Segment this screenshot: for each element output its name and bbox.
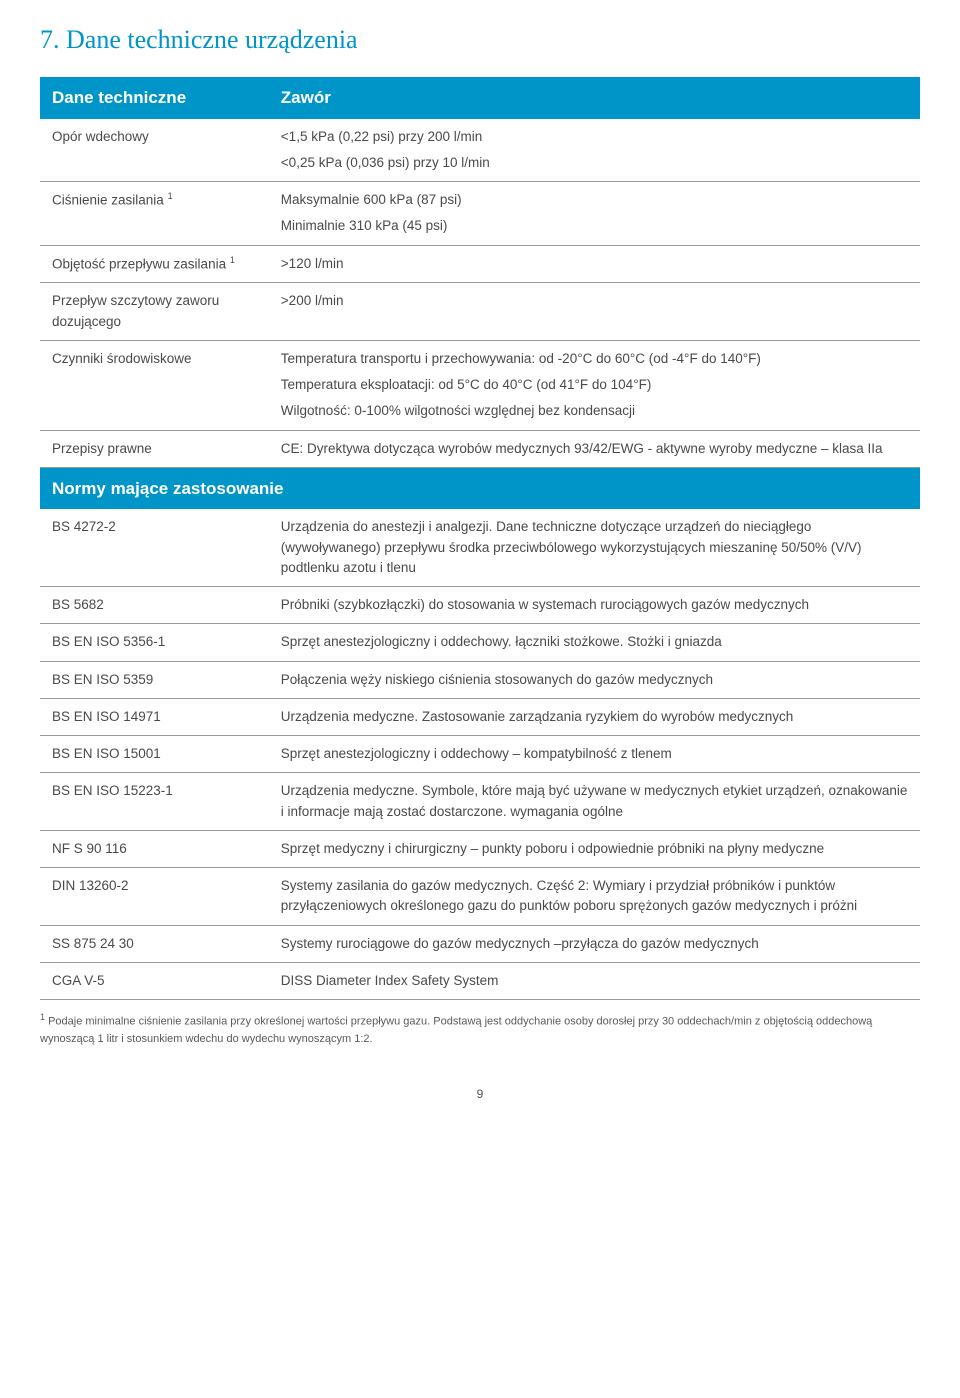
table-row: Przepływ szczytowy zaworu dozującego >200… <box>40 283 920 341</box>
row-label: BS EN ISO 15001 <box>40 736 269 773</box>
section-title-text: Dane techniczne urządzenia <box>66 25 358 54</box>
table-row: Czynniki środowiskowe Temperatura transpo… <box>40 340 920 430</box>
row-value-line: Wilgotność: 0-100% wilgotności względnej… <box>281 401 908 421</box>
row-value: Systemy zasilania do gazów medycznych. C… <box>269 868 920 926</box>
row-value: >120 l/min <box>269 245 920 283</box>
table-row: BS EN ISO 14971Urządzenia medyczne. Zast… <box>40 698 920 735</box>
row-label: BS EN ISO 14971 <box>40 698 269 735</box>
table-row: BS EN ISO 5359Połączenia węży niskiego c… <box>40 661 920 698</box>
table-row: BS EN ISO 15223-1Urządzenia medyczne. Sy… <box>40 773 920 831</box>
row-label: BS EN ISO 15223-1 <box>40 773 269 831</box>
table-row: BS EN ISO 5356-1Sprzęt anestezjologiczny… <box>40 624 920 661</box>
row-value-line: Minimalnie 310 kPa (45 psi) <box>281 216 908 236</box>
row-label: Opór wdechowy <box>40 119 269 182</box>
header-right: Zawór <box>269 77 920 119</box>
row-label: Przepływ szczytowy zaworu dozującego <box>40 283 269 341</box>
row-value: Sprzęt anestezjologiczny i oddechowy. łą… <box>269 624 920 661</box>
table-row: Ciśnienie zasilania 1Maksymalnie 600 kPa… <box>40 182 920 246</box>
table-row: CGA V-5DISS Diameter Index Safety System <box>40 962 920 999</box>
table-row: DIN 13260-2Systemy zasilania do gazów me… <box>40 868 920 926</box>
row-label: Czynniki środowiskowe <box>40 340 269 430</box>
row-label: BS EN ISO 5359 <box>40 661 269 698</box>
table-header-norms: Normy mające zastosowanie <box>40 467 920 509</box>
row-value: Urządzenia medyczne. Symbole, które mają… <box>269 773 920 831</box>
row-value-line: Temperatura transportu i przechowywania:… <box>281 349 908 369</box>
row-value: Urządzenia medyczne. Zastosowanie zarząd… <box>269 698 920 735</box>
row-label: DIN 13260-2 <box>40 868 269 926</box>
row-label: Objętość przepływu zasilania 1 <box>40 245 269 283</box>
section-number: 7. <box>40 25 60 54</box>
row-label: BS EN ISO 5356-1 <box>40 624 269 661</box>
row-value: Systemy rurociągowe do gazów medycznych … <box>269 925 920 962</box>
spec-table: Dane techniczneZawórOpór wdechowy<1,5 kP… <box>40 77 920 1000</box>
row-value: Maksymalnie 600 kPa (87 psi) Minimalnie 3… <box>269 182 920 246</box>
row-label: BS 5682 <box>40 587 269 624</box>
table-row: BS 4272-2Urządzenia do anestezji i analg… <box>40 509 920 586</box>
row-value-line: >120 l/min <box>281 254 908 274</box>
row-label: CGA V-5 <box>40 962 269 999</box>
row-value-line: >200 l/min <box>281 291 908 311</box>
row-value-line: CE: Dyrektywa dotycząca wyrobów medyczny… <box>281 439 908 459</box>
row-value: Temperatura transportu i przechowywania:… <box>269 340 920 430</box>
row-value: Połączenia węży niskiego ciśnienia stoso… <box>269 661 920 698</box>
footnote: 1 Podaje minimalne ciśnienie zasilania p… <box>40 1010 920 1049</box>
row-value: DISS Diameter Index Safety System <box>269 962 920 999</box>
row-value-line: <0,25 kPa (0,036 psi) przy 10 l/min <box>281 153 908 173</box>
page-number: 9 <box>40 1085 920 1103</box>
row-label: SS 875 24 30 <box>40 925 269 962</box>
row-value-line: <1,5 kPa (0,22 psi) przy 200 l/min <box>281 127 908 147</box>
row-label: BS 4272-2 <box>40 509 269 586</box>
table-row: Opór wdechowy<1,5 kPa (0,22 psi) przy 20… <box>40 119 920 182</box>
row-value: Próbniki (szybkozłączki) do stosowania w… <box>269 587 920 624</box>
table-row: NF S 90 116Sprzęt medyczny i chirurgiczn… <box>40 830 920 867</box>
table-row: Przepisy prawne CE: Dyrektywa dotycząca w… <box>40 430 920 467</box>
row-value: CE: Dyrektywa dotycząca wyrobów medyczny… <box>269 430 920 467</box>
header-norms-text: Normy mające zastosowanie <box>40 467 920 509</box>
row-value-line: Maksymalnie 600 kPa (87 psi) <box>281 190 908 210</box>
row-value: Sprzęt medyczny i chirurgiczny – punkty … <box>269 830 920 867</box>
row-label: NF S 90 116 <box>40 830 269 867</box>
table-row: BS 5682Próbniki (szybkozłączki) do stoso… <box>40 587 920 624</box>
row-value: Urządzenia do anestezji i analgezji. Dan… <box>269 509 920 586</box>
table-header-spec: Dane techniczneZawór <box>40 77 920 119</box>
row-value: Sprzęt anestezjologiczny i oddechowy – k… <box>269 736 920 773</box>
row-label: Przepisy prawne <box>40 430 269 467</box>
header-left: Dane techniczne <box>40 77 269 119</box>
row-value: >200 l/min <box>269 283 920 341</box>
row-label: Ciśnienie zasilania 1 <box>40 182 269 246</box>
section-title: 7. Dane techniczne urządzenia <box>40 20 920 59</box>
table-row: SS 875 24 30Systemy rurociągowe do gazów… <box>40 925 920 962</box>
row-value-line: Temperatura eksploatacji: od 5°C do 40°C… <box>281 375 908 395</box>
table-row: Objętość przepływu zasilania 1 >120 l/min <box>40 245 920 283</box>
table-row: BS EN ISO 15001Sprzęt anestezjologiczny … <box>40 736 920 773</box>
row-value: <1,5 kPa (0,22 psi) przy 200 l/min <0,25 … <box>269 119 920 182</box>
